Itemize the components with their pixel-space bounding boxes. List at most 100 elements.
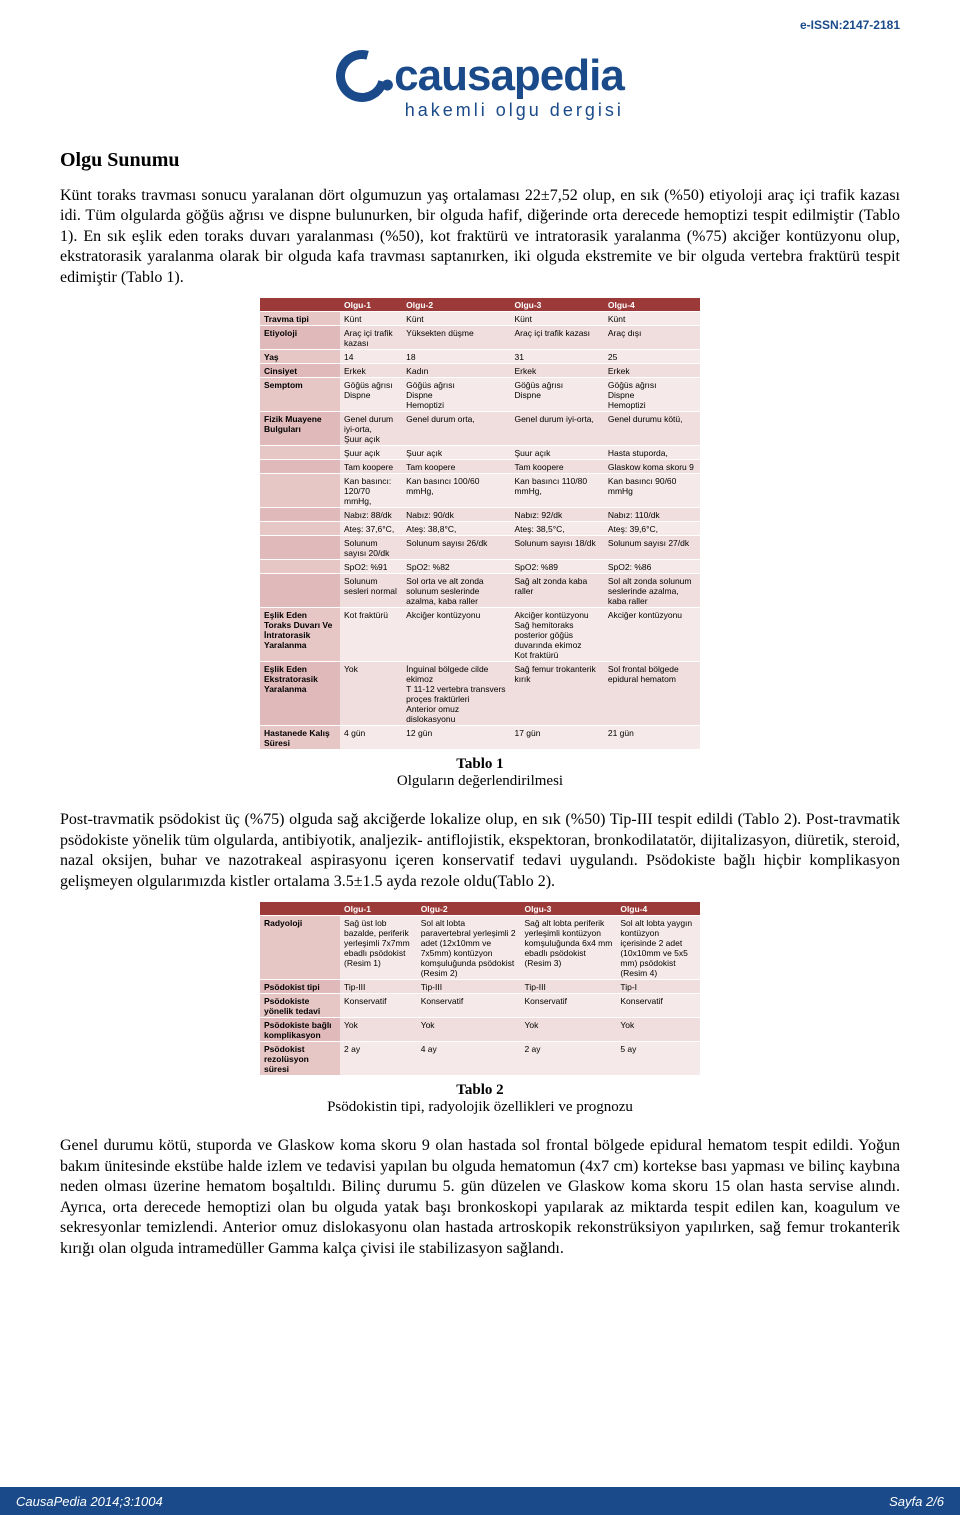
table-row: Psödokiste yönelik tedaviKonservatifKons… xyxy=(260,994,700,1018)
table-cell: Kan basıncı 100/60 mmHg, xyxy=(402,474,510,508)
table2-caption: Tablo 2 Psödokistin tipi, radyolojik öze… xyxy=(60,1082,900,1116)
table-row-label: Cinsiyet xyxy=(260,364,340,378)
table-cell: Sağ üst lob bazalde, periferik yerleşiml… xyxy=(340,916,417,980)
journal-logo: causapedia hakemli olgu dergisi xyxy=(60,50,900,121)
table-cell: Erkek xyxy=(604,364,700,378)
table-row: Fizik Muayene BulgularıGenel durum iyi-o… xyxy=(260,412,700,446)
table-cell: Genel durum iyi-orta, xyxy=(510,412,603,446)
table-col-header xyxy=(260,298,340,312)
table-cell: 2 ay xyxy=(520,1042,616,1076)
table-cell: Şuur açık xyxy=(340,446,402,460)
table-row: Ateş: 37,6°C,Ateş: 38,8°C,Ateş: 38,5°C,A… xyxy=(260,522,700,536)
table-cell: Erkek xyxy=(510,364,603,378)
table-cell: Yok xyxy=(340,662,402,726)
table2-wrap: Olgu-1Olgu-2Olgu-3Olgu-4 RadyolojiSağ üs… xyxy=(60,902,900,1076)
table-row: Psödokist tipiTip-IIITip-IIITip-IIITip-I xyxy=(260,980,700,994)
table-row-label: Psödokist rezolüsyon süresi xyxy=(260,1042,340,1076)
table-row: Etiyoloji Araç içi trafik kazasıYüksekten… xyxy=(260,326,700,350)
table-row-label xyxy=(260,474,340,508)
table2-caption-bold: Tablo 2 xyxy=(456,1082,503,1098)
table-cell: Künt xyxy=(510,312,603,326)
table-cell: Sol frontal bölgede epidural hematom xyxy=(604,662,700,726)
table-row-label: Psödokiste yönelik tedavi xyxy=(260,994,340,1018)
table-row: Psödokiste bağlı komplikasyonYokYokYokYo… xyxy=(260,1018,700,1042)
table-row-label: Eşlik Eden Ekstratorasik Yaralanma xyxy=(260,662,340,726)
table-cell: Araç içi trafik kazası xyxy=(510,326,603,350)
table-cell: Araç dışı xyxy=(604,326,700,350)
table-cell: Konservatif xyxy=(616,994,700,1018)
table-row-label xyxy=(260,522,340,536)
table-cell: Konservatif xyxy=(417,994,521,1018)
table-row-label: Hastanede Kalış Süresi xyxy=(260,726,340,750)
table-cell: Solunum sayısı 26/dk xyxy=(402,536,510,560)
table-cell: Göğüs ağrısı Dispne xyxy=(340,378,402,412)
table-row: Yaş14183125 xyxy=(260,350,700,364)
table-row-label xyxy=(260,574,340,608)
table-cell: Ateş: 37,6°C, xyxy=(340,522,402,536)
table-cell: SpO2: %86 xyxy=(604,560,700,574)
table-row-label: Etiyoloji xyxy=(260,326,340,350)
table-cell: Tip-III xyxy=(417,980,521,994)
table1-caption-text: Olguların değerlendirilmesi xyxy=(397,773,563,789)
paragraph-3: Genel durumu kötü, stuporda ve Glaskow k… xyxy=(60,1136,900,1259)
table-cell: Yok xyxy=(340,1018,417,1042)
table-cell: Sol orta ve alt zonda solunum seslerinde… xyxy=(402,574,510,608)
table-cell: Tam koopere xyxy=(510,460,603,474)
table-row: SemptomGöğüs ağrısı DispneGöğüs ağrısı D… xyxy=(260,378,700,412)
paragraph-2: Post-travmatik psödokist üç (%75) olguda… xyxy=(60,810,900,892)
table1-caption: Tablo 1 Olguların değerlendirilmesi xyxy=(60,756,900,790)
table-cell: Sağ femur trokanterik kırık xyxy=(510,662,603,726)
table-1: Olgu-1Olgu-2Olgu-3Olgu-4 Travma tipiKünt… xyxy=(260,298,700,750)
table-row: Şuur açıkŞuur açıkŞuur açıkHasta stupord… xyxy=(260,446,700,460)
table-cell: 4 ay xyxy=(417,1042,521,1076)
table-cell: Tip-III xyxy=(520,980,616,994)
table-cell: 14 xyxy=(340,350,402,364)
table-row: SpO2: %91SpO2: %82SpO2: %89SpO2: %86 xyxy=(260,560,700,574)
table-cell: Tam koopere xyxy=(402,460,510,474)
table-cell: Hasta stuporda, xyxy=(604,446,700,460)
table-row-label: Radyoloji xyxy=(260,916,340,980)
table-cell: Yüksekten düşme xyxy=(402,326,510,350)
table-cell: Solunum sesleri normal xyxy=(340,574,402,608)
table-cell: Konservatif xyxy=(520,994,616,1018)
table-row: Tam koopereTam koopereTam koopereGlaskow… xyxy=(260,460,700,474)
table-row: Nabız: 88/dkNabız: 90/dkNabız: 92/dkNabı… xyxy=(260,508,700,522)
table-row: Hastanede Kalış Süresi4 gün12 gün17 gün2… xyxy=(260,726,700,750)
table-row-label xyxy=(260,536,340,560)
table-cell: Kan basıncı 110/80 mmHg, xyxy=(510,474,603,508)
table-cell: Erkek xyxy=(340,364,402,378)
table-cell: Göğüs ağrısı Dispne Hemoptizi xyxy=(402,378,510,412)
table-2: Olgu-1Olgu-2Olgu-3Olgu-4 RadyolojiSağ üs… xyxy=(260,902,700,1076)
table-cell: Solunum sayısı 27/dk xyxy=(604,536,700,560)
table-cell: Sol alt zonda solunum seslerinde azalma,… xyxy=(604,574,700,608)
table-cell: Göğüs ağrısı Dispne Hemoptizi xyxy=(604,378,700,412)
table-cell: Göğüs ağrısı Dispne xyxy=(510,378,603,412)
table-cell: Tip-I xyxy=(616,980,700,994)
table-row-label xyxy=(260,560,340,574)
table-row: Psödokist rezolüsyon süresi2 ay4 ay2 ay5… xyxy=(260,1042,700,1076)
table-cell: Tam koopere xyxy=(340,460,402,474)
table-cell: SpO2: %89 xyxy=(510,560,603,574)
table-row-label: Psödokist tipi xyxy=(260,980,340,994)
table-cell: Sağ alt zonda kaba raller xyxy=(510,574,603,608)
page-footer: CausaPedia 2014;3:1004 Sayfa 2/6 xyxy=(0,1487,960,1515)
table-cell: Konservatif xyxy=(340,994,417,1018)
table-cell: Yok xyxy=(616,1018,700,1042)
table-cell: Kadın xyxy=(402,364,510,378)
table-cell: Nabız: 88/dk xyxy=(340,508,402,522)
issn-label: e-ISSN:2147-2181 xyxy=(800,18,900,32)
table-cell: Akciğer kontüzyonu xyxy=(402,608,510,662)
table-col-header: Olgu-1 xyxy=(340,902,417,916)
table-cell: Genel durum orta, xyxy=(402,412,510,446)
table-cell: 25 xyxy=(604,350,700,364)
table-col-header: Olgu-3 xyxy=(510,298,603,312)
table-cell: İnguinal bölgede cilde ekimoz T 11-12 ve… xyxy=(402,662,510,726)
table-cell: 5 ay xyxy=(616,1042,700,1076)
table-cell: Solunum sayısı 18/dk xyxy=(510,536,603,560)
table-cell: Tip-III xyxy=(340,980,417,994)
table-row: Solunum sesleri normalSol orta ve alt zo… xyxy=(260,574,700,608)
table-row: Eşlik Eden Toraks Duvarı Ve İntratorasik… xyxy=(260,608,700,662)
table-cell: Ateş: 39,6°C, xyxy=(604,522,700,536)
table-cell: Yok xyxy=(520,1018,616,1042)
table1-wrap: Olgu-1Olgu-2Olgu-3Olgu-4 Travma tipiKünt… xyxy=(60,298,900,750)
